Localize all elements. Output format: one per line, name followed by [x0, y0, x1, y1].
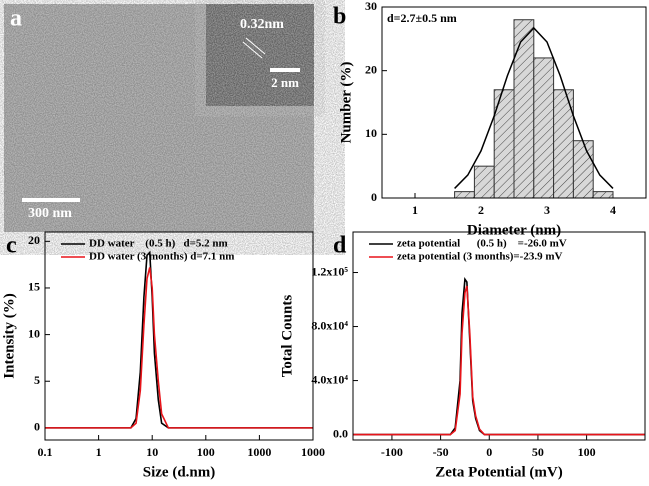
- y-axis-title: Intensity (%): [1, 293, 17, 378]
- panel: d -100 -50 0 50 100 0.0 4.0x10⁴ 8.0x10⁴ 1.2x10⁵ Ze…: [279, 231, 646, 480]
- y-tick-label: 8.0x10⁴: [311, 318, 348, 332]
- lattice-line: [242, 41, 263, 59]
- legend-label: DD water (3 months) d=7.1 nm: [89, 251, 234, 263]
- x-tick-label: -100: [381, 445, 403, 459]
- x-tick-label: 100: [578, 445, 596, 459]
- legend-label: zeta potential (3 months)=-23.9 mV: [397, 251, 562, 263]
- bar: [513, 19, 535, 199]
- y-axis-title: Number (%): [338, 62, 354, 144]
- x-tick-label: 10: [146, 445, 158, 459]
- scale-label: 300 nm: [28, 206, 72, 221]
- x-tick-label: 1000: [301, 445, 325, 459]
- y-tick-label: 4.0x10⁴: [311, 372, 348, 386]
- bar: [473, 165, 495, 199]
- x-tick-label: 50: [532, 445, 544, 459]
- y-tick-label: 10: [365, 126, 377, 140]
- bar: [454, 191, 475, 199]
- panel: b 1 2 3 4 0 10 20 30 Diameter (nm) Number (%) d=2.7…: [333, 0, 647, 238]
- y-tick-label: 30: [365, 0, 377, 13]
- x-tick-label: -50: [433, 445, 449, 459]
- x-tick-label: 0.1: [38, 445, 53, 459]
- plot-frame: [381, 6, 647, 199]
- legend-label: DD water (0.5 h) d=5.2 nm: [89, 238, 228, 250]
- series-line: [45, 250, 313, 429]
- y-tick-label: 5: [34, 373, 40, 387]
- y-tick-label: 15: [28, 280, 40, 294]
- x-axis-title: Size (d.nm): [143, 464, 216, 480]
- x-tick-label: 1: [412, 203, 418, 217]
- panel-label: d: [333, 233, 347, 259]
- series-line: [45, 267, 313, 429]
- x-tick-label: 3: [544, 203, 550, 217]
- y-tick-label: 20: [28, 233, 40, 247]
- y-tick-label: 10: [28, 326, 40, 340]
- inset-scale: 2 nm: [271, 75, 299, 90]
- y-tick-label: 0: [371, 190, 377, 204]
- inset-spacing: 0.32nm: [240, 17, 284, 32]
- panel: c 0.1 1 10 100 1000 1000 0 5 10 15 20 Size (d.nm) Int…: [1, 231, 325, 480]
- panel-label: a: [10, 6, 22, 32]
- x-tick-label: 1000: [247, 445, 271, 459]
- plot-frame: [352, 231, 646, 441]
- y-tick-label: 20: [365, 62, 377, 76]
- bar: [592, 191, 614, 199]
- x-tick-label: 1: [96, 445, 102, 459]
- y-tick-label: 1.2x10⁵: [311, 264, 348, 278]
- annotation: d=2.7±0.5 nm: [387, 11, 457, 25]
- y-tick-label: 0: [34, 420, 40, 434]
- inset-grain: [206, 4, 314, 106]
- x-axis-title: Diameter (nm): [467, 222, 561, 238]
- x-tick-label: 100: [197, 445, 215, 459]
- y-tick-label: 0.0: [333, 426, 348, 440]
- lattice-line: [245, 37, 266, 55]
- x-tick-label: 0: [486, 445, 492, 459]
- x-tick-label: 4: [610, 203, 616, 217]
- bar: [572, 140, 594, 199]
- series-line: [353, 285, 645, 436]
- panel-label: c: [6, 233, 17, 259]
- fit-curve: [454, 26, 614, 189]
- panel-label: b: [333, 4, 346, 30]
- x-axis-title: Zeta Potential (mV): [435, 464, 562, 480]
- x-tick-label: 2: [478, 203, 484, 217]
- series-line: [353, 277, 645, 436]
- scale-bar: [22, 198, 80, 202]
- bar: [533, 57, 555, 199]
- legend-label: zeta potential (0.5 h) =-26.0 mV: [397, 238, 567, 250]
- inset-scale-bar: [270, 68, 300, 72]
- tem-image: a 0.32nm 2 nm 300 nm: [4, 4, 314, 232]
- y-axis-title: Total Counts: [279, 295, 295, 378]
- plot-frame: [44, 231, 314, 441]
